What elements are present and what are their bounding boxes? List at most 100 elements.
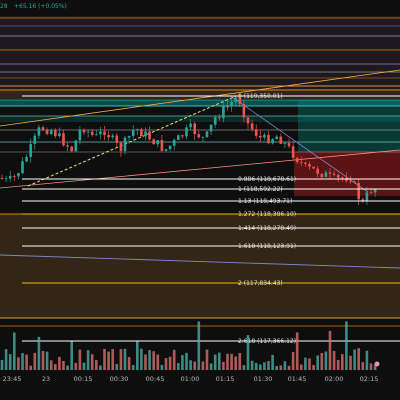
time-label: 23 bbox=[42, 375, 50, 383]
dashed-trend-line bbox=[27, 95, 237, 187]
candle-body bbox=[373, 189, 377, 193]
candle-body bbox=[45, 130, 49, 135]
fib-label-1-618: 1.618 (118,123.91) bbox=[238, 243, 296, 250]
time-label: 00:45 bbox=[146, 375, 165, 383]
volume-bar bbox=[0, 360, 4, 370]
volume-bar bbox=[21, 353, 24, 370]
volume-bar bbox=[148, 350, 151, 370]
volume-bar bbox=[54, 364, 57, 370]
trend-line-blue bbox=[0, 254, 400, 269]
candle-body bbox=[107, 135, 110, 138]
fib-label-2: 2 (117,834.43) bbox=[238, 280, 283, 287]
price-zones bbox=[0, 16, 400, 318]
candle-body bbox=[86, 131, 90, 133]
volume-bar bbox=[99, 365, 102, 370]
volume-bar bbox=[45, 351, 49, 370]
candle-body bbox=[357, 182, 360, 200]
volume-bar bbox=[115, 363, 119, 370]
volume-bar bbox=[279, 365, 283, 370]
volume-bar bbox=[295, 332, 299, 370]
zone-teal-top bbox=[0, 100, 400, 106]
volume-bar bbox=[29, 365, 32, 370]
volume-bar bbox=[90, 354, 94, 370]
fib-label-0-886: 0.886 (118,678.61) bbox=[238, 176, 296, 183]
volume-bar bbox=[140, 348, 143, 370]
candle-body bbox=[140, 129, 143, 137]
volume-bar bbox=[111, 349, 114, 370]
volume-bar bbox=[304, 357, 307, 370]
fib-label-1-13: 1.13 (118,493.71) bbox=[238, 198, 292, 205]
volume-bar bbox=[41, 350, 45, 370]
volume-bar bbox=[189, 360, 192, 370]
candle-body bbox=[4, 178, 8, 180]
candle-body bbox=[127, 136, 131, 138]
volume-bar bbox=[127, 357, 131, 370]
volume-bar bbox=[78, 349, 82, 370]
candle-body bbox=[238, 97, 242, 104]
time-label: 01:00 bbox=[181, 375, 200, 383]
volume-bar bbox=[226, 353, 229, 370]
volume-bar bbox=[13, 332, 16, 370]
time-label: 02:15 bbox=[360, 375, 379, 383]
volume-bar bbox=[197, 321, 201, 370]
volume-bar bbox=[263, 362, 266, 370]
volume-bar bbox=[17, 357, 20, 370]
candle-body bbox=[70, 146, 73, 152]
candle-body bbox=[209, 124, 213, 132]
candle-body bbox=[82, 130, 86, 133]
candle-body bbox=[218, 117, 221, 119]
candle-body bbox=[283, 142, 287, 144]
volume-bar bbox=[246, 335, 250, 370]
volume-bar bbox=[320, 353, 324, 370]
volume-bar bbox=[131, 365, 135, 370]
candle-body bbox=[242, 103, 246, 118]
volume-bar bbox=[4, 349, 8, 370]
trend-line-falling bbox=[231, 96, 369, 193]
candle-body bbox=[181, 135, 184, 137]
candle-body bbox=[197, 134, 201, 138]
candle-body bbox=[119, 142, 123, 152]
candle-body bbox=[103, 131, 106, 136]
volume-bar bbox=[222, 361, 225, 370]
volume-bar bbox=[62, 360, 65, 370]
candle-body bbox=[287, 142, 291, 147]
price-change-prefix: 28 bbox=[0, 3, 8, 10]
candle-body bbox=[308, 163, 311, 167]
volume-bar bbox=[312, 364, 315, 370]
volume-bar bbox=[181, 355, 184, 370]
circle-marker-icon[interactable] bbox=[374, 361, 380, 367]
time-label: 00:30 bbox=[110, 375, 129, 383]
candle-body bbox=[8, 176, 12, 179]
candle-body bbox=[37, 127, 41, 136]
volume-bar bbox=[369, 363, 373, 370]
volume-bar bbox=[345, 321, 348, 370]
volume-bar bbox=[107, 351, 110, 370]
candle-body bbox=[177, 135, 180, 140]
volume-bar bbox=[316, 355, 319, 370]
candle-body bbox=[13, 176, 16, 177]
volume-bar bbox=[205, 349, 209, 370]
volume-bar bbox=[33, 352, 37, 370]
candle-body bbox=[271, 139, 274, 144]
time-axis[interactable]: 23:45 23 00:15 00:30 00:45 01:00 01:15 01:30 01:… bbox=[0, 372, 400, 400]
volume-bar bbox=[49, 360, 53, 370]
candle-body bbox=[95, 134, 98, 136]
volume-bar bbox=[361, 362, 365, 370]
candle-body bbox=[230, 101, 233, 107]
candle-body bbox=[99, 131, 102, 135]
candle-body bbox=[226, 106, 229, 108]
volume-bar bbox=[185, 352, 188, 370]
volume-bar bbox=[152, 351, 155, 370]
candle-body bbox=[205, 131, 209, 137]
volume-bar bbox=[201, 361, 205, 370]
candle-body bbox=[0, 178, 4, 179]
trend-line-rising bbox=[0, 149, 400, 189]
volume-bar bbox=[164, 358, 168, 370]
candle-body bbox=[25, 156, 28, 162]
volume-bar bbox=[230, 353, 233, 370]
candle-body bbox=[336, 174, 340, 178]
trend-lines bbox=[0, 69, 400, 269]
fibonacci-extension[interactable]: 0 (119,350.01) 0.886 (118,678.61) 1 (118,5… bbox=[22, 93, 400, 345]
